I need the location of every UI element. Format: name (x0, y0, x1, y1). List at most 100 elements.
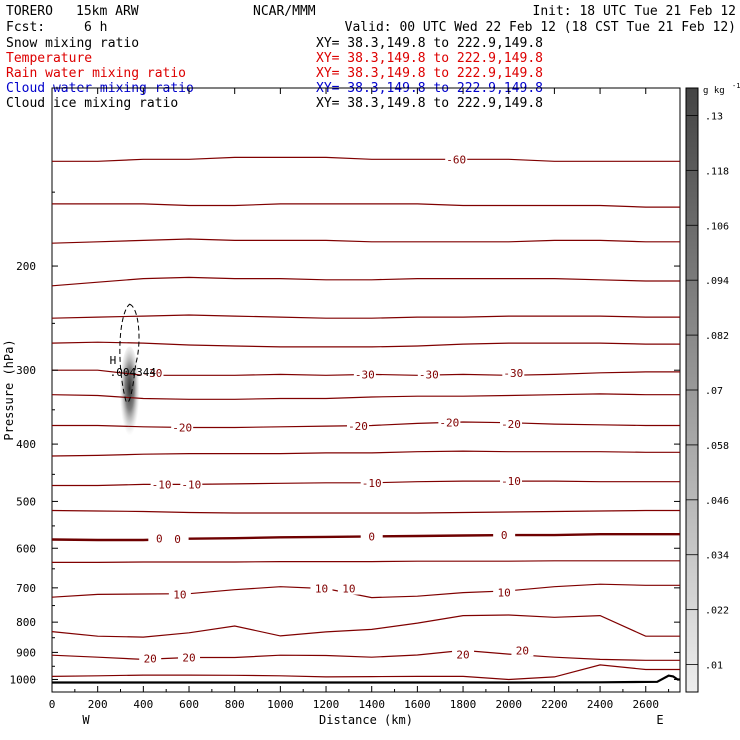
contour-label: -60 (446, 153, 466, 166)
colorbar-tick-label: .082 (705, 331, 729, 342)
contour-label-bg (438, 416, 461, 429)
y-tick-label: 700 (16, 582, 36, 595)
field-section-coords: XY= 38.3,149.8 to 222.9,149.8 (316, 96, 543, 111)
field-name: Snow mixing ratio (6, 36, 139, 51)
field-name: Cloud ice mixing ratio (6, 96, 178, 111)
colorbar-unit: g kg (703, 86, 725, 96)
contour-label: -10 (181, 478, 201, 491)
x-tick-label: 1400 (358, 698, 385, 711)
contour-label-bg (353, 368, 376, 381)
contour-label-bg (148, 532, 171, 545)
x-tick-label: 600 (179, 698, 199, 711)
contour-label-bg (166, 533, 189, 546)
field-section-coords: XY= 38.3,149.8 to 222.9,149.8 (316, 51, 543, 66)
forecast-hours: 6 h (84, 20, 107, 35)
isotherm-line (51, 314, 680, 319)
colorbar-tick-label: .01 (705, 661, 723, 672)
x-tick-label: 1000 (267, 698, 294, 711)
contour-label: -30 (503, 367, 523, 380)
colorbar: .01 .022 .034 .046 .058 .07 .082 .094 .106 .118 .1… (685, 82, 740, 693)
x-tick-label: 1800 (450, 698, 477, 711)
isotherm-line (51, 393, 680, 400)
forecast-label: Fcst: (6, 20, 45, 35)
plot-frame (51, 87, 681, 693)
field-name: Temperature (6, 51, 92, 66)
x-tick-label: 2200 (541, 698, 568, 711)
contour-label-bg (180, 478, 203, 491)
contour-label: 10 (315, 583, 328, 596)
contour-label: 10 (342, 583, 355, 596)
isotherm-line (52, 203, 680, 208)
x-axis-east-label: E (656, 713, 663, 727)
model-resolution: 15km ARW (76, 4, 139, 19)
contour-label: -10 (501, 475, 521, 488)
contour-label: -20 (172, 422, 192, 435)
header: TORERO 15km ARW NCAR/MMM Init: 18 UTC Tu… (6, 4, 736, 35)
organization: NCAR/MMM (253, 4, 316, 19)
contour-label: -30 (355, 368, 375, 381)
contour-label-bg (360, 530, 383, 543)
isotherm-line (52, 421, 680, 429)
colorbar-tick-label: .034 (705, 551, 729, 562)
isotherm-line (51, 583, 680, 599)
contour-label-bg (511, 644, 534, 657)
contour-label-bg (150, 478, 173, 491)
contour-label-bg (502, 366, 525, 379)
x-tick-label: 2000 (495, 698, 522, 711)
isotherm-line (51, 341, 680, 348)
contour-label-bg (360, 476, 383, 489)
ice-contours: H.004344 (110, 303, 156, 403)
contour-label-bg (445, 153, 468, 166)
contour-label-bg (168, 588, 191, 601)
y-tick-label: 200 (16, 260, 36, 273)
contour-label-bg (493, 586, 516, 599)
contour-label-bg (310, 582, 333, 595)
contour-label-bg (141, 366, 164, 379)
contour-label-bg (500, 418, 523, 431)
x-tick-label: 200 (88, 698, 108, 711)
x-tick-label: 2600 (632, 698, 659, 711)
contour-label-bg (347, 420, 370, 433)
contour-label-bg (452, 648, 475, 661)
contour-label: 20 (456, 648, 469, 661)
contour-label-bg (337, 582, 360, 595)
contour-label: -20 (348, 420, 368, 433)
model-name: TORERO (6, 4, 53, 19)
contour-label: -10 (362, 477, 382, 490)
temperature-contours (51, 156, 680, 681)
x-tick-label: 2400 (587, 698, 614, 711)
contour-label: -10 (152, 478, 172, 491)
contour-label-bg (178, 651, 201, 664)
y-axis-title: Pressure (hPa) (2, 339, 16, 440)
isotherm-line (51, 509, 680, 514)
colorbar-tick-label: .058 (705, 441, 729, 452)
x-tick-label: 1600 (404, 698, 431, 711)
x-tick-label: 0 (49, 698, 56, 711)
colorbar-tick-label: .106 (705, 221, 729, 232)
colorbar-tick-label: .07 (705, 386, 723, 397)
contour-label-bg (171, 421, 194, 434)
y-tick-label: 600 (16, 542, 36, 555)
contour-label-bg (493, 529, 516, 542)
field-section-coords: XY= 38.3,149.8 to 222.9,149.8 (316, 66, 543, 81)
isotherm-line (51, 614, 680, 638)
isotherm-line (51, 664, 680, 681)
colorbar-unit-exponent: -1 (732, 82, 740, 90)
x-tick-label: 1200 (313, 698, 340, 711)
colorbar-tick-label: .118 (705, 166, 729, 177)
y-tick-label: 1000 (10, 673, 37, 686)
contour-label-bg (500, 475, 523, 488)
field-list: Snow mixing ratio XY= 38.3,149.8 to 222.9… (6, 36, 543, 111)
x-axis-west-label: W (82, 713, 90, 727)
temperature-labels: -60 -30 -30 -30 -30 -20 -20 -20 -20 -10 -10 -10 -10 0… (139, 153, 534, 666)
field-section-coords: XY= 38.3,149.8 to 222.9,149.8 (316, 36, 543, 51)
contour-label-bg (417, 368, 440, 381)
colorbar-tick-label: .094 (705, 276, 729, 287)
contour-label: 10 (498, 587, 511, 600)
contour-label: 10 (173, 588, 186, 601)
y-tick-label: 900 (16, 646, 36, 659)
contour-label: 20 (144, 653, 157, 666)
colorbar-tick-label: .13 (705, 111, 723, 122)
